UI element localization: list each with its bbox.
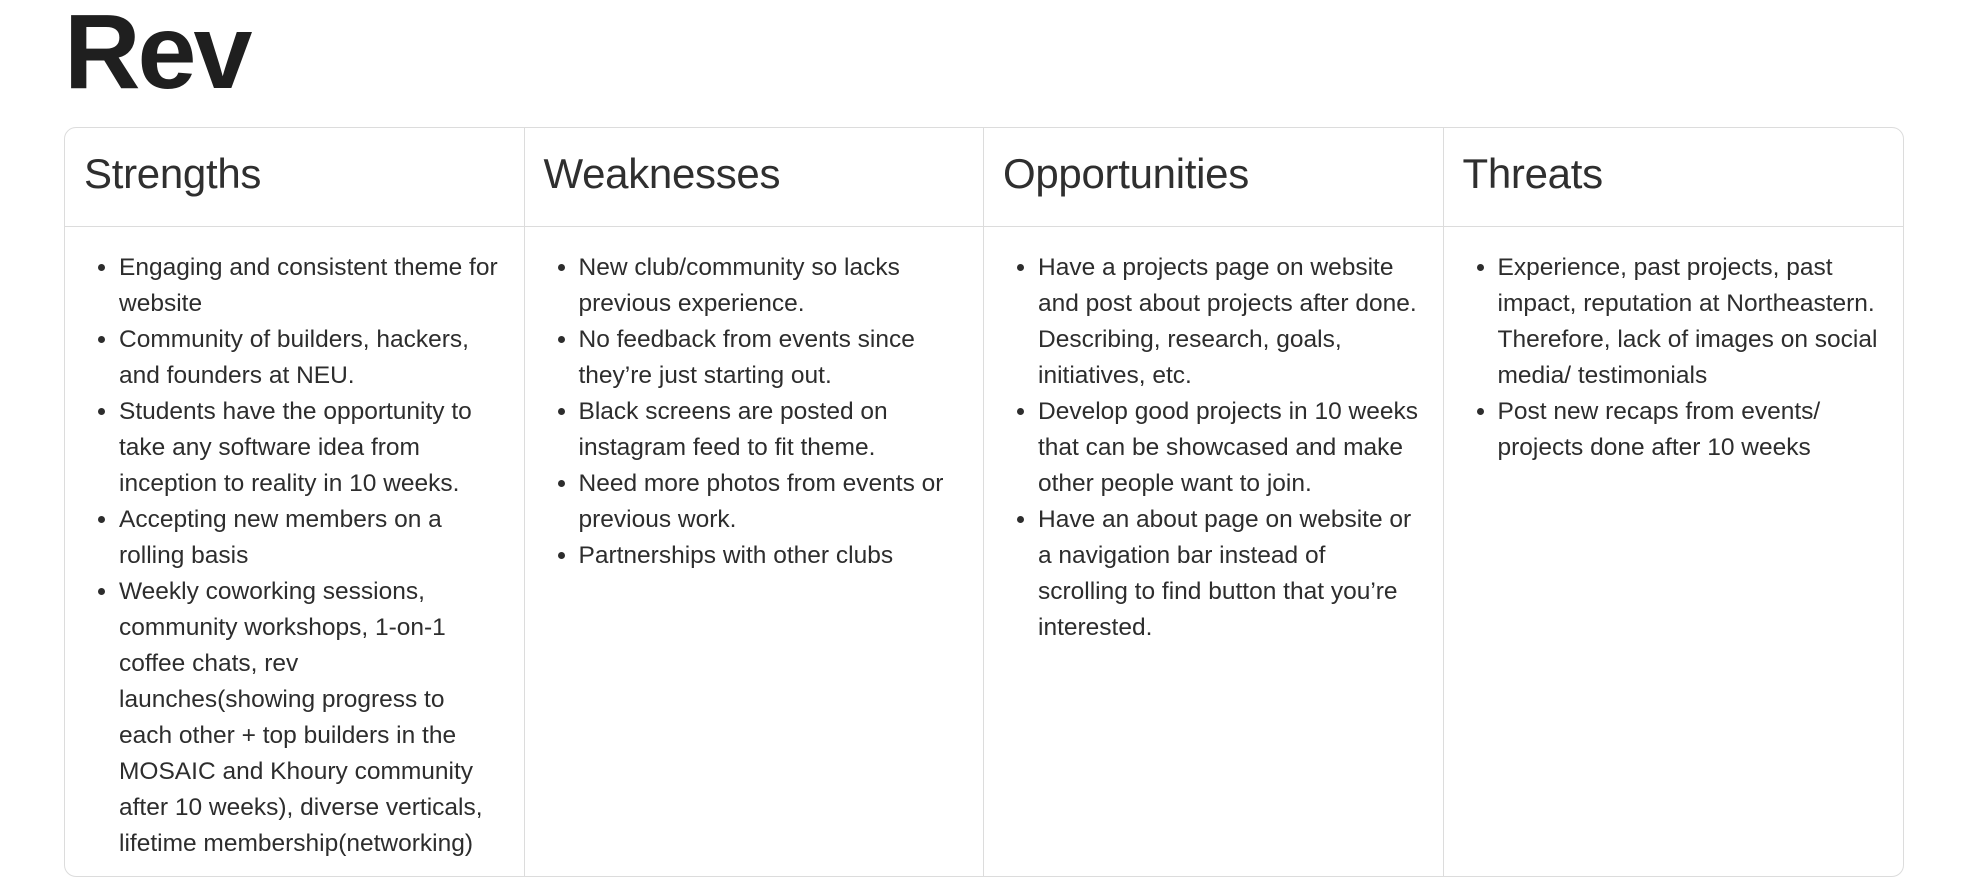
threats-cell: Experience, past projects, past impact, … (1444, 227, 1904, 876)
column-heading: Threats (1462, 150, 1604, 197)
column-heading: Weaknesses (543, 150, 781, 197)
list-item: Experience, past projects, past impact, … (1498, 250, 1880, 394)
list-item: Students have the opportunity to take an… (119, 394, 500, 502)
column-header-threats: Threats (1443, 128, 1903, 227)
column-heading: Strengths (84, 150, 262, 197)
list-item: Accepting new members on a rolling basis (119, 502, 500, 574)
column-heading: Opportunities (1003, 150, 1249, 197)
list-item: Develop good projects in 10 weeks that c… (1038, 394, 1419, 502)
list-item: Engaging and consistent theme for websit… (119, 250, 500, 322)
list-item: Weekly coworking sessions, community wor… (119, 574, 500, 862)
weaknesses-list: New club/community so lacks previous exp… (543, 250, 960, 574)
list-item: Black screens are posted on instagram fe… (579, 394, 960, 466)
threats-list: Experience, past projects, past impact, … (1462, 250, 1880, 466)
weaknesses-cell: New club/community so lacks previous exp… (525, 227, 984, 876)
strengths-cell: Engaging and consistent theme for websit… (65, 227, 525, 876)
column-header-opportunities: Opportunities (984, 128, 1444, 227)
swot-table: Strengths Weaknesses Opportunities Threa… (64, 127, 1904, 877)
strengths-list: Engaging and consistent theme for websit… (83, 250, 500, 862)
list-item: Have an about page on website or a navig… (1038, 502, 1419, 646)
column-header-weaknesses: Weaknesses (524, 128, 984, 227)
opportunities-cell: Have a projects page on website and post… (984, 227, 1444, 876)
list-item: Post new recaps from events/ projects do… (1498, 394, 1880, 466)
list-item: Have a projects page on website and post… (1038, 250, 1419, 394)
column-header-strengths: Strengths (65, 128, 525, 227)
list-item: Need more photos from events or previous… (579, 466, 960, 538)
opportunities-list: Have a projects page on website and post… (1002, 250, 1419, 646)
list-item: No feedback from events since they’re ju… (579, 322, 960, 394)
page-title: Rev (64, 0, 252, 111)
list-item: Community of builders, hackers, and foun… (119, 322, 500, 394)
list-item: New club/community so lacks previous exp… (579, 250, 960, 322)
list-item: Partnerships with other clubs (579, 538, 960, 574)
